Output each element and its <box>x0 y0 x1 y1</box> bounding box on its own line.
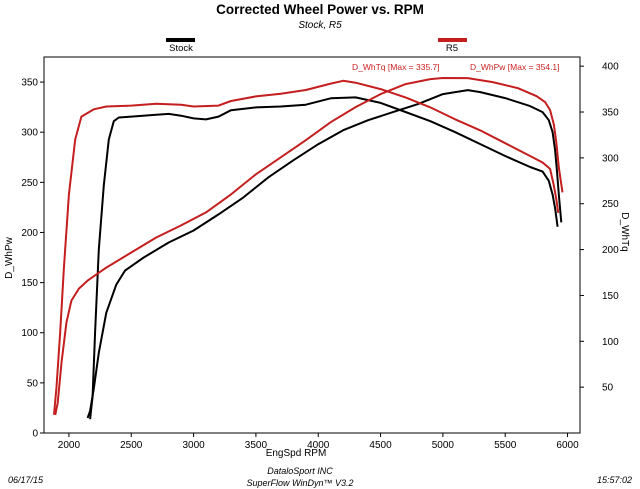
y-right-tick-label: 250 <box>602 199 619 210</box>
x-tick-label: 5500 <box>494 440 517 451</box>
chart-title: Corrected Wheel Power vs. RPM <box>216 2 424 17</box>
footer-time: 15:57:02 <box>597 475 632 485</box>
legend-label-r5: R5 <box>446 43 458 54</box>
y-left-tick-label: 250 <box>21 178 38 189</box>
y-left-tick-label: 300 <box>21 128 38 139</box>
plot-frame <box>43 56 581 434</box>
series-line-r5-d-whpw <box>54 77 564 416</box>
y-left-tick-label: 100 <box>21 328 38 339</box>
footer-date: 06/17/15 <box>8 475 44 485</box>
x-tick-label: 6000 <box>556 440 579 451</box>
y-right-tick-label: 200 <box>602 245 619 256</box>
footer-software: SuperFlow WinDyn™ V3.2 <box>247 478 354 488</box>
plot-area: 2000 2500 3000 3500 4000 4500 5000 5500 6000 0 50 1… <box>21 56 619 451</box>
y-left-tick-label: 150 <box>21 278 38 289</box>
x-tick-label: 2000 <box>58 440 81 451</box>
legend-label-stock: Stock <box>169 43 193 54</box>
y-left-tick-label: 50 <box>27 378 39 389</box>
legend-swatch-stock <box>166 38 195 42</box>
y-left-tick-label: 0 <box>32 429 38 440</box>
x-tick-label: 2500 <box>120 440 143 451</box>
series-line-stock-d-whtq <box>89 96 559 420</box>
y-right-tick-label: 150 <box>602 291 619 302</box>
annotation-torque-max: D_WhTq [Max = 335.7] <box>352 62 440 72</box>
footer-company: DataloSport INC <box>267 466 333 476</box>
x-tick-label: 4000 <box>307 440 330 451</box>
y-right-tick-label: 300 <box>602 153 619 164</box>
y-right-tick-label: 400 <box>602 62 619 73</box>
x-tick-label: 3500 <box>245 440 268 451</box>
series-line-stock-d-whpw <box>86 89 563 419</box>
x-tick-label: 5000 <box>432 440 455 451</box>
chart-subtitle: Stock, R5 <box>298 20 342 31</box>
y-right-tick-label: 350 <box>602 108 619 119</box>
x-tick-label: 3000 <box>182 440 205 451</box>
y-axis-label-left: D_WhPw <box>4 236 15 278</box>
y-right-tick-label: 50 <box>602 383 614 394</box>
y-left-tick-label: 200 <box>21 228 38 239</box>
y-left-tick-label: 350 <box>21 78 38 89</box>
series-line-r5-d-whtq <box>53 79 560 415</box>
y-right-tick-label: 100 <box>602 337 619 348</box>
annotation-power-max: D_WhPw [Max = 354.1] <box>470 62 560 72</box>
y-axis-label-right: D_WhTq <box>619 212 630 251</box>
x-axis-label: EngSpd RPM <box>266 448 327 459</box>
legend-swatch-r5 <box>438 38 467 42</box>
x-tick-label: 4500 <box>369 440 392 451</box>
legend: Stock R5 <box>166 38 467 54</box>
